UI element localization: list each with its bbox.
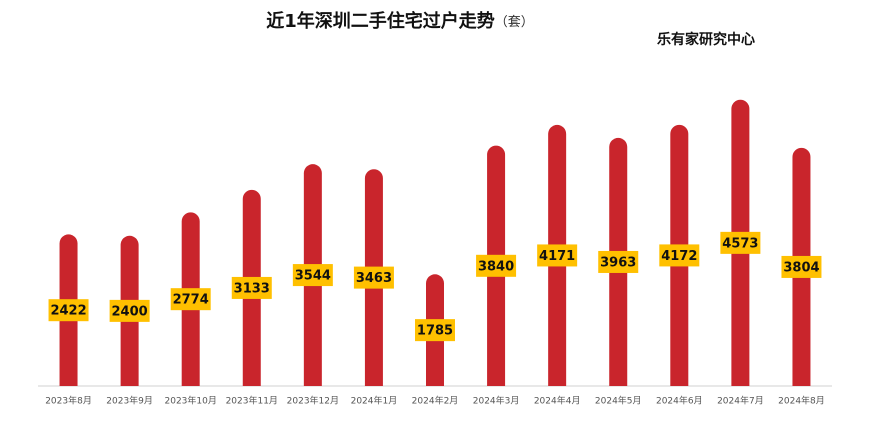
x-tick-label: 2024年1月	[351, 395, 398, 407]
value-label-box	[537, 244, 578, 267]
value-label-box	[170, 288, 211, 311]
value-label: 3463	[356, 271, 392, 286]
annotation: 乐有家研究中心	[657, 31, 755, 48]
value-label-box	[476, 254, 517, 277]
value-label: 4573	[722, 236, 758, 251]
x-tick-label: 2024年5月	[595, 395, 642, 407]
value-label: 1785	[417, 324, 453, 339]
value-label-box	[231, 276, 272, 299]
value-label: 3133	[234, 281, 270, 296]
value-label: 4171	[539, 249, 575, 264]
value-label-box	[292, 264, 333, 287]
value-label-box	[48, 299, 89, 322]
chart-title: 近1年深圳二手住宅过户走势（套）	[266, 10, 534, 32]
value-label: 2422	[50, 304, 86, 319]
x-tick-label: 2023年10月	[165, 395, 217, 407]
value-label: 4172	[661, 249, 697, 264]
value-label: 3804	[783, 260, 819, 275]
value-label: 3963	[600, 255, 636, 270]
x-tick-label: 2024年3月	[473, 395, 520, 407]
x-tick-label: 2024年8月	[778, 395, 825, 407]
value-label: 2400	[112, 304, 148, 319]
x-tick-label: 2024年7月	[717, 395, 764, 407]
unit: （套）	[495, 14, 534, 30]
x-tick-label: 2024年4月	[534, 395, 581, 407]
value-label-box	[720, 231, 761, 254]
x-tick-label: 2023年11月	[226, 395, 278, 407]
value-label: 3544	[295, 269, 331, 284]
value-label-box	[415, 319, 455, 342]
value-label-box	[659, 244, 700, 267]
x-tick-label: 2024年6月	[656, 395, 703, 407]
x-tick-label: 2023年8月	[45, 395, 92, 407]
x-tick-label: 2023年12月	[287, 395, 339, 407]
value-label-box	[598, 250, 639, 273]
value-label-box	[109, 299, 150, 322]
x-tick-label: 2024年2月	[412, 395, 459, 407]
value-label-box	[781, 255, 822, 278]
value-label-box	[353, 266, 394, 289]
title: 近1年深圳二手住宅过户走势	[266, 10, 495, 32]
value-label: 3840	[478, 259, 514, 274]
x-tick-label: 2023年9月	[106, 395, 153, 407]
value-label: 2774	[173, 293, 209, 308]
